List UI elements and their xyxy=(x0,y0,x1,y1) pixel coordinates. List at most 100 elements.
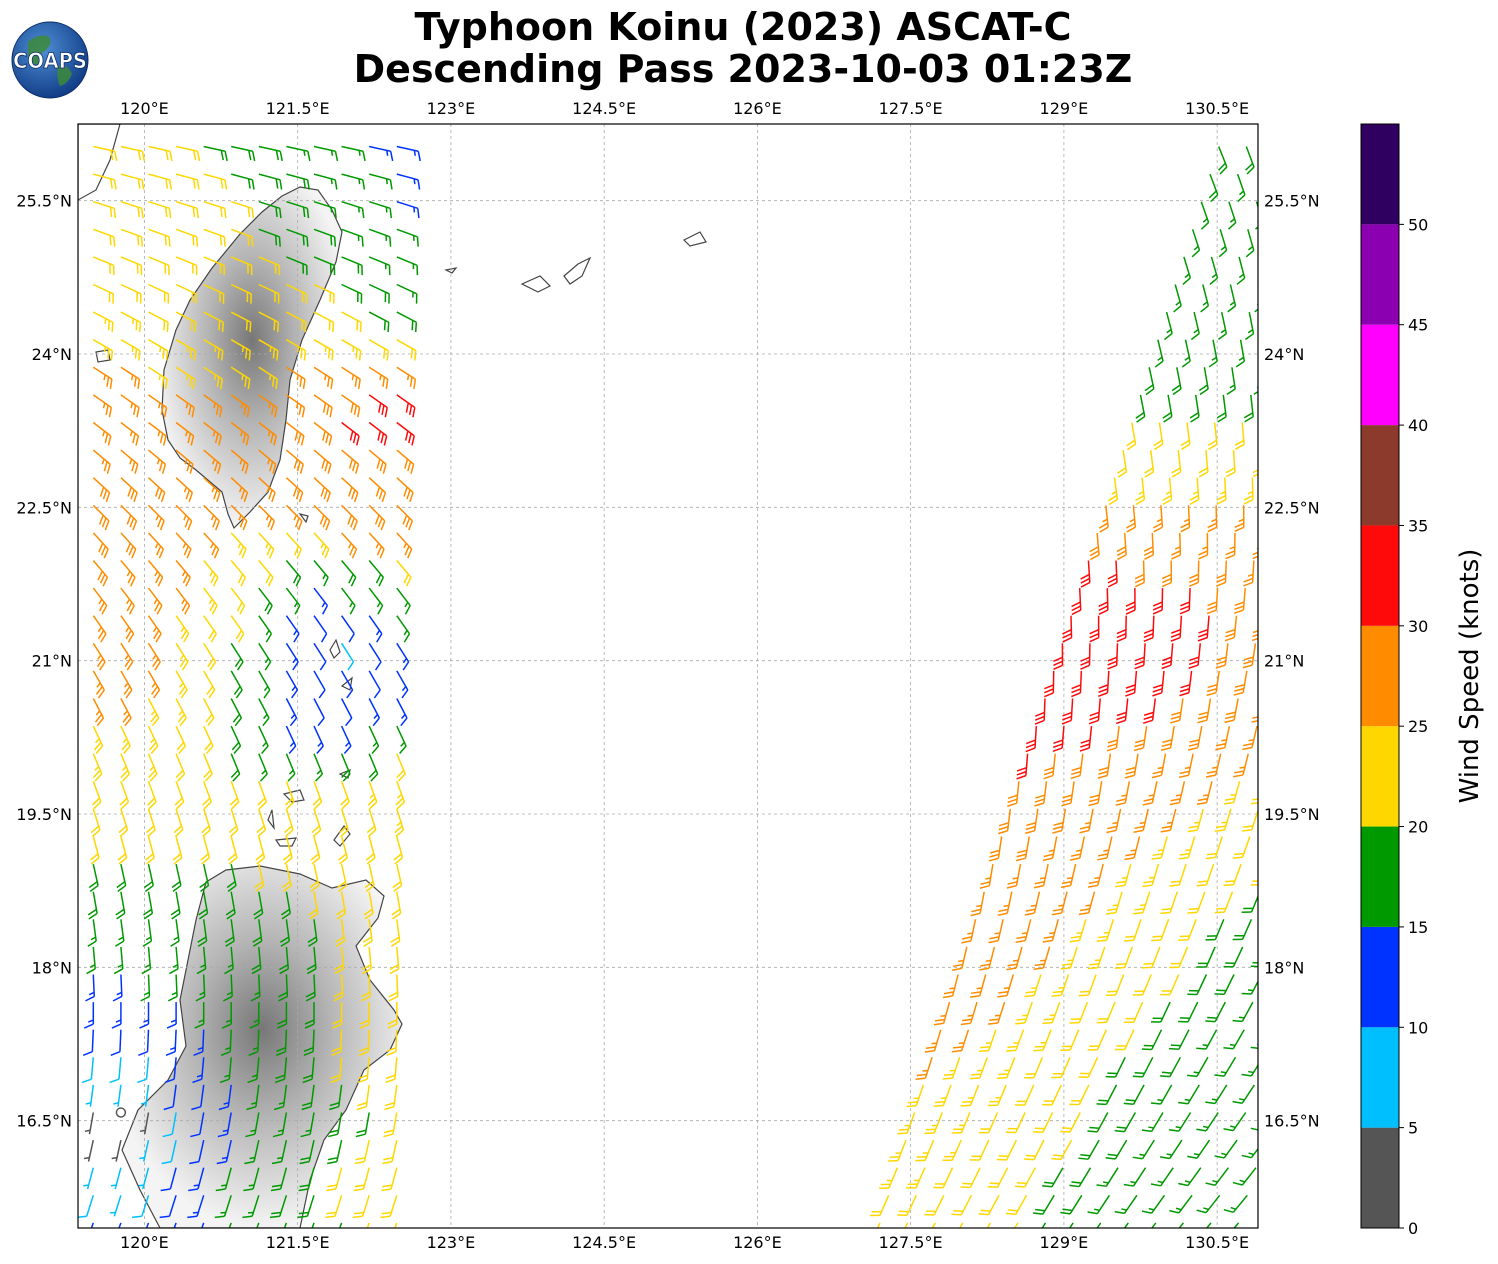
wind-barb xyxy=(258,256,281,276)
wind-barb xyxy=(1042,919,1060,943)
wind-barb xyxy=(1043,753,1056,780)
wind-barb xyxy=(396,394,416,418)
wind-barb xyxy=(333,974,344,1002)
wind-barb xyxy=(230,477,249,503)
wind-barb xyxy=(84,1112,95,1135)
wind-barb xyxy=(362,919,373,947)
wind-barb xyxy=(1225,450,1236,478)
lon-tick-label: 120°E xyxy=(120,1233,169,1252)
wind-barb xyxy=(283,808,294,837)
wind-barb xyxy=(92,421,112,446)
wind-barb xyxy=(1162,477,1173,506)
wind-barb xyxy=(242,1195,260,1219)
wind-barb xyxy=(140,974,151,1002)
wind-barb xyxy=(1333,367,1344,394)
wind-barb xyxy=(189,1139,205,1165)
wind-barb xyxy=(341,366,361,389)
lon-tick-label: 127.5°E xyxy=(879,99,943,118)
wind-barb xyxy=(1207,505,1218,533)
wind-barb xyxy=(1280,450,1290,476)
wind-barb xyxy=(924,1194,945,1216)
wind-barb xyxy=(120,394,140,418)
wind-barb xyxy=(227,836,238,865)
wind-barb xyxy=(1116,615,1127,643)
wind-barb xyxy=(195,974,206,1002)
wind-barb xyxy=(120,339,141,361)
wind-barb xyxy=(78,1195,95,1219)
wind-barb xyxy=(1107,643,1119,670)
wind-barb xyxy=(1235,339,1246,368)
wind-barb xyxy=(147,477,166,503)
wind-barb xyxy=(285,449,304,474)
wind-barb xyxy=(326,1167,343,1192)
wind-barb xyxy=(223,974,233,1002)
map-frame xyxy=(77,123,1259,1229)
wind-barb xyxy=(1151,919,1170,942)
wind-barb xyxy=(1142,863,1160,888)
wind-barb xyxy=(341,311,362,333)
wind-barb xyxy=(313,145,339,162)
wind-barb xyxy=(230,339,251,361)
wind-barb xyxy=(1307,450,1316,476)
wind-barb xyxy=(203,394,223,418)
wind-barb xyxy=(1160,725,1175,752)
wind-barb xyxy=(388,1222,398,1228)
wind-barb xyxy=(313,228,337,247)
wind-barb xyxy=(203,642,217,671)
wind-barb xyxy=(1433,559,1447,586)
wind-barb xyxy=(120,670,133,699)
wind-barb xyxy=(1170,698,1184,724)
wind-barb xyxy=(368,725,380,754)
wind-barb xyxy=(1033,1029,1052,1052)
wind-barb xyxy=(203,339,224,361)
wind-barb xyxy=(1278,779,1295,807)
wind-barb xyxy=(116,863,127,893)
wind-barb xyxy=(1487,229,1498,256)
wind-barb xyxy=(93,256,115,276)
wind-barb xyxy=(1096,1001,1116,1024)
wind-barb xyxy=(1025,726,1038,753)
wind-barb xyxy=(1197,698,1212,724)
wind-barb xyxy=(368,504,386,531)
wind-barb xyxy=(1159,1139,1183,1160)
wind-barb xyxy=(368,560,385,587)
wind-barb xyxy=(218,1084,232,1111)
wind-barb xyxy=(119,781,130,810)
wind-barb xyxy=(165,1029,177,1056)
colorbar-bin xyxy=(1361,726,1399,827)
wind-barb xyxy=(286,256,308,276)
wind-barb xyxy=(203,532,220,559)
wind-barb xyxy=(1489,312,1498,338)
colorbar-bin xyxy=(1361,124,1399,225)
wind-barb xyxy=(258,283,280,304)
wind-barb xyxy=(258,504,276,531)
wind-barb xyxy=(382,1139,398,1165)
lat-tick-label: 22.5°N xyxy=(16,498,72,517)
wind-barb xyxy=(1452,422,1463,449)
lat-tick-label: 18°N xyxy=(1264,958,1304,977)
wind-barb xyxy=(1169,863,1187,887)
wind-barb xyxy=(285,532,302,559)
wind-barb xyxy=(1233,670,1248,696)
wind-barb xyxy=(1161,560,1173,588)
wind-barb xyxy=(120,532,137,559)
wind-barb xyxy=(313,477,331,503)
wind-barb xyxy=(1323,806,1341,833)
wind-barb xyxy=(915,1139,935,1162)
wind-barb xyxy=(396,642,410,671)
wind-barb xyxy=(175,753,186,782)
wind-barb xyxy=(93,173,117,190)
wind-barb xyxy=(1123,1001,1144,1024)
wind-barb xyxy=(1061,698,1074,725)
wind-barb xyxy=(120,477,138,503)
wind-barb xyxy=(1422,174,1436,201)
wind-barb xyxy=(1245,146,1255,175)
wind-barb xyxy=(1006,1029,1025,1052)
wind-barb xyxy=(1461,394,1472,420)
lon-tick-label: 126°E xyxy=(733,1233,782,1252)
wind-barb xyxy=(120,200,144,219)
wind-barb xyxy=(175,283,197,304)
wind-barb xyxy=(1189,394,1200,423)
wind-barb xyxy=(286,311,307,333)
wind-barb xyxy=(1060,1112,1081,1133)
